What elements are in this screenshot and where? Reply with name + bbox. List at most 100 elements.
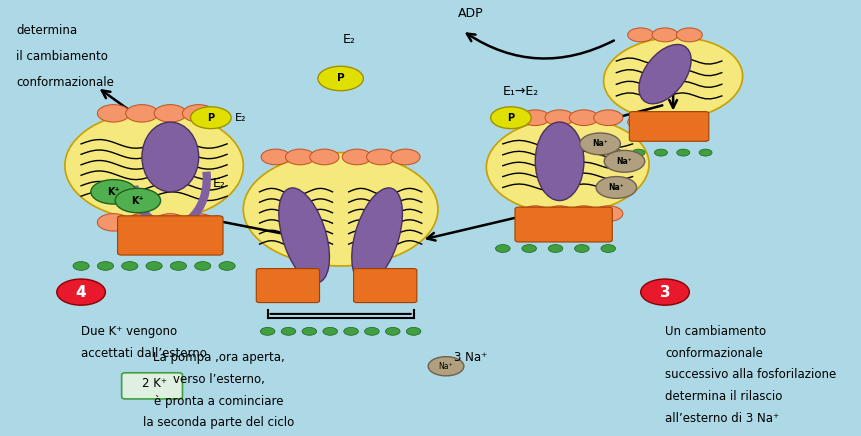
- Text: Na⁺: Na⁺: [592, 140, 607, 148]
- Circle shape: [596, 177, 636, 198]
- Text: 3: 3: [660, 285, 669, 300]
- Circle shape: [260, 327, 275, 335]
- Circle shape: [90, 180, 136, 204]
- Circle shape: [627, 28, 653, 42]
- Circle shape: [631, 149, 644, 156]
- Text: ADP: ADP: [458, 7, 483, 20]
- Circle shape: [285, 149, 314, 165]
- Text: E₂: E₂: [235, 113, 246, 123]
- Circle shape: [676, 28, 702, 42]
- Circle shape: [521, 245, 536, 252]
- Text: Na⁺: Na⁺: [438, 362, 453, 371]
- Circle shape: [183, 105, 214, 122]
- Circle shape: [651, 115, 678, 129]
- Circle shape: [653, 149, 666, 156]
- Circle shape: [342, 149, 371, 165]
- Text: Na⁺: Na⁺: [608, 183, 623, 192]
- Circle shape: [261, 149, 290, 165]
- FancyBboxPatch shape: [514, 207, 611, 242]
- FancyBboxPatch shape: [121, 373, 183, 399]
- Text: il cambiamento: il cambiamento: [16, 50, 108, 63]
- Circle shape: [698, 149, 711, 156]
- Text: P: P: [207, 113, 214, 123]
- Text: verso l’esterno,: verso l’esterno,: [173, 373, 264, 386]
- FancyBboxPatch shape: [117, 216, 223, 255]
- Text: Due K⁺ vengono: Due K⁺ vengono: [81, 325, 177, 338]
- Circle shape: [57, 279, 105, 305]
- Circle shape: [574, 245, 589, 252]
- Ellipse shape: [486, 118, 648, 214]
- Circle shape: [97, 214, 130, 231]
- Text: 4: 4: [76, 285, 86, 300]
- Circle shape: [115, 188, 160, 213]
- Circle shape: [344, 327, 358, 335]
- Circle shape: [406, 327, 420, 335]
- Circle shape: [318, 66, 362, 91]
- Circle shape: [126, 105, 158, 122]
- Text: conformazionale: conformazionale: [16, 76, 114, 89]
- Text: P: P: [337, 74, 344, 83]
- Circle shape: [490, 107, 530, 129]
- Text: E₁→E₂: E₁→E₂: [502, 85, 538, 98]
- Circle shape: [281, 327, 295, 335]
- Circle shape: [593, 110, 623, 126]
- Text: E₂: E₂: [213, 177, 225, 190]
- Text: K⁺: K⁺: [132, 196, 144, 205]
- Text: 4: 4: [77, 285, 86, 300]
- Ellipse shape: [243, 153, 437, 266]
- Circle shape: [97, 105, 130, 122]
- Circle shape: [73, 262, 89, 270]
- Circle shape: [593, 206, 623, 221]
- Circle shape: [520, 206, 549, 221]
- Circle shape: [364, 327, 379, 335]
- Ellipse shape: [65, 111, 243, 220]
- Circle shape: [544, 206, 573, 221]
- Circle shape: [366, 149, 395, 165]
- Text: la seconda parte del ciclo: la seconda parte del ciclo: [143, 416, 294, 429]
- Circle shape: [97, 262, 114, 270]
- Text: successivo alla fosforilazione: successivo alla fosforilazione: [664, 368, 835, 382]
- Circle shape: [600, 245, 615, 252]
- Circle shape: [544, 110, 573, 126]
- Circle shape: [190, 107, 231, 129]
- Circle shape: [676, 149, 689, 156]
- Ellipse shape: [351, 188, 402, 283]
- Circle shape: [610, 149, 623, 156]
- Text: 3: 3: [659, 285, 670, 300]
- Ellipse shape: [142, 122, 199, 192]
- Circle shape: [170, 262, 186, 270]
- Circle shape: [520, 110, 549, 126]
- Circle shape: [495, 245, 510, 252]
- Circle shape: [126, 214, 158, 231]
- Circle shape: [390, 149, 419, 165]
- Circle shape: [195, 262, 211, 270]
- Text: determina: determina: [16, 24, 77, 37]
- FancyBboxPatch shape: [353, 269, 417, 303]
- FancyBboxPatch shape: [629, 112, 708, 141]
- Text: 3 Na⁺: 3 Na⁺: [454, 351, 486, 364]
- Circle shape: [309, 149, 338, 165]
- Text: determina il rilascio: determina il rilascio: [664, 390, 782, 403]
- Ellipse shape: [278, 188, 329, 283]
- Circle shape: [579, 133, 620, 155]
- Ellipse shape: [638, 44, 691, 104]
- Circle shape: [154, 105, 186, 122]
- Text: K⁺: K⁺: [107, 187, 120, 197]
- Text: E₂: E₂: [342, 33, 355, 46]
- Text: all’esterno di 3 Na⁺: all’esterno di 3 Na⁺: [664, 412, 778, 425]
- Circle shape: [651, 28, 678, 42]
- Circle shape: [640, 279, 689, 305]
- Circle shape: [548, 245, 562, 252]
- Text: conformazionale: conformazionale: [664, 347, 762, 360]
- Circle shape: [154, 214, 186, 231]
- Circle shape: [219, 262, 235, 270]
- Text: Un cambiamento: Un cambiamento: [664, 325, 765, 338]
- Circle shape: [183, 214, 214, 231]
- Circle shape: [604, 150, 644, 172]
- FancyBboxPatch shape: [256, 269, 319, 303]
- Ellipse shape: [535, 122, 583, 201]
- Circle shape: [385, 327, 400, 335]
- Circle shape: [676, 115, 702, 129]
- Text: P: P: [507, 113, 514, 123]
- Circle shape: [428, 357, 463, 376]
